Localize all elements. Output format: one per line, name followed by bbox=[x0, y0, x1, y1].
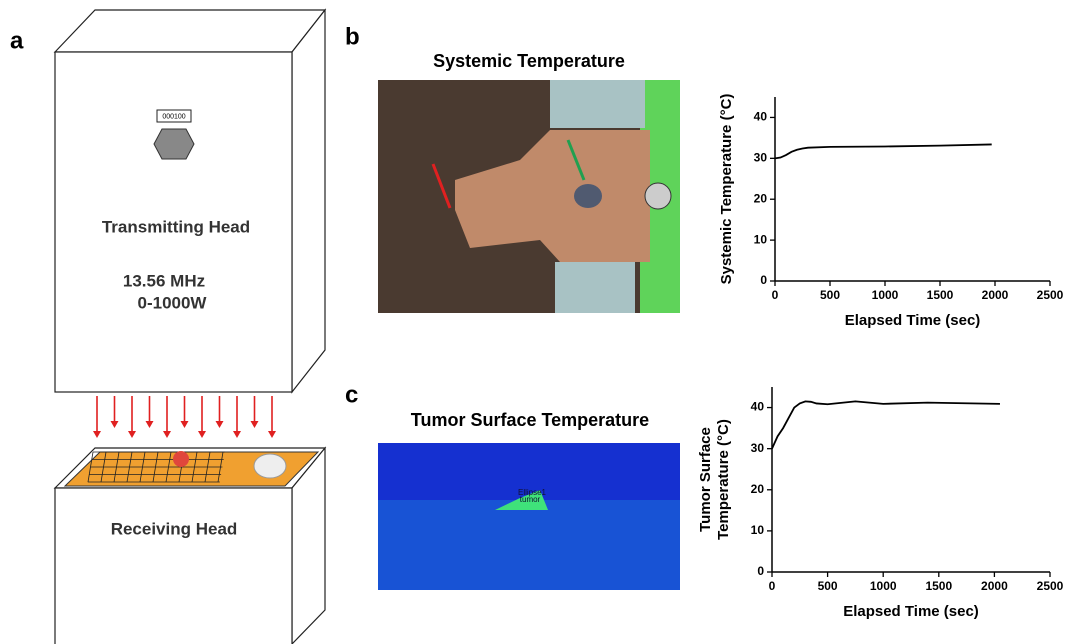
y-tick-label: 20 bbox=[754, 191, 768, 205]
arrow-head bbox=[251, 421, 259, 428]
y-tick-label: 40 bbox=[754, 110, 768, 124]
field-arrows bbox=[93, 396, 276, 438]
power: 0-1000W bbox=[138, 293, 208, 312]
arrow-head bbox=[163, 431, 171, 438]
y-tick-label: 20 bbox=[751, 482, 765, 496]
photo-thermal: Ellipse1 tumor bbox=[378, 443, 680, 590]
frequency: 13.56 MHz bbox=[123, 271, 205, 290]
x-tick-label: 500 bbox=[820, 288, 840, 302]
x-tick-label: 1500 bbox=[927, 288, 954, 302]
y-tick-label: 0 bbox=[757, 564, 764, 578]
x-tick-label: 1500 bbox=[925, 579, 952, 593]
x-tick-label: 1000 bbox=[870, 579, 897, 593]
arrow-head bbox=[93, 431, 101, 438]
receiver-title: Receiving Head bbox=[111, 519, 238, 538]
photo-systemic bbox=[378, 80, 680, 313]
y-tick-label: 30 bbox=[754, 151, 768, 165]
transmitter-box bbox=[55, 10, 325, 392]
arrow-head bbox=[233, 431, 241, 438]
arrow-head bbox=[268, 431, 276, 438]
coil-hexagon bbox=[154, 129, 194, 159]
panel-label: a bbox=[10, 27, 24, 54]
transmitter-title: Transmitting Head bbox=[102, 217, 250, 236]
photo-title: Systemic Temperature bbox=[433, 51, 625, 71]
arrow-head bbox=[216, 421, 224, 428]
x-tick-label: 0 bbox=[769, 579, 776, 593]
page: 000100 Transmitting Head 13.56 MHz 0-100… bbox=[0, 0, 1083, 644]
y-tick-label: 30 bbox=[751, 441, 765, 455]
data-line bbox=[772, 401, 1000, 448]
y-tick-label: 40 bbox=[751, 400, 765, 414]
figure: 000100 Transmitting Head 13.56 MHz 0-100… bbox=[0, 0, 1083, 644]
data-line bbox=[775, 144, 992, 158]
x-tick-label: 500 bbox=[818, 579, 838, 593]
y-axis-label: Temperature (°C) bbox=[715, 419, 732, 540]
x-tick-label: 0 bbox=[772, 288, 779, 302]
panel-label: c bbox=[345, 381, 358, 408]
arrow-head bbox=[198, 431, 206, 438]
roi-label: tumor bbox=[520, 495, 541, 504]
arrow-head bbox=[181, 421, 189, 428]
y-tick-label: 0 bbox=[760, 273, 767, 287]
y-tick-label: 10 bbox=[754, 232, 768, 246]
photo-title: Tumor Surface Temperature bbox=[411, 410, 649, 430]
x-tick-label: 2000 bbox=[982, 288, 1009, 302]
y-tick-label: 10 bbox=[751, 523, 765, 537]
y-axis-label: Systemic Temperature (°C) bbox=[718, 94, 735, 285]
arrow-head bbox=[111, 421, 119, 428]
arrow-head bbox=[146, 421, 154, 428]
mouse bbox=[254, 454, 286, 478]
display-text: 000100 bbox=[162, 113, 185, 120]
x-tick-label: 2500 bbox=[1037, 288, 1064, 302]
x-tick-label: 1000 bbox=[872, 288, 899, 302]
panel-label: b bbox=[345, 23, 360, 50]
y-axis-label: Tumor Surface bbox=[697, 427, 714, 532]
x-tick-label: 2000 bbox=[981, 579, 1008, 593]
x-axis-label: Elapsed Time (sec) bbox=[845, 312, 981, 329]
tumor-dot bbox=[173, 451, 189, 467]
x-axis-label: Elapsed Time (sec) bbox=[843, 603, 979, 620]
x-tick-label: 2500 bbox=[1037, 579, 1064, 593]
arrow-head bbox=[128, 431, 136, 438]
